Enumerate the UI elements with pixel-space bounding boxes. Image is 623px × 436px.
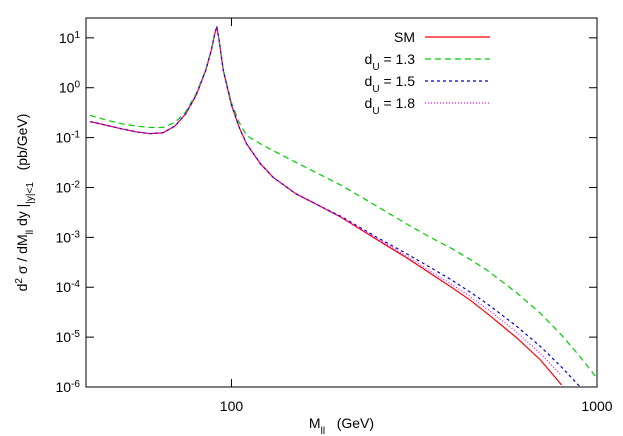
legend-label: dU = 1.3 — [365, 51, 416, 73]
text-sub: |y|<1 — [25, 182, 36, 204]
y-axis-label: d2 σ / dMll dy ||y|<1 (pb/GeV) — [14, 114, 36, 292]
y-tick-label: 101 — [59, 29, 81, 46]
text-part: = 1.5 — [380, 73, 416, 89]
legend-label: dU = 1.5 — [365, 73, 416, 95]
series-line — [89, 26, 581, 387]
text-part: 10 — [56, 329, 72, 345]
text-part: 10 — [56, 279, 72, 295]
text-part: 10 — [59, 80, 75, 96]
text-part: σ / dM — [14, 234, 30, 278]
series-line — [89, 26, 563, 386]
x-tick-label: 1000 — [581, 398, 612, 414]
series-line — [89, 26, 597, 379]
text-sup: 0 — [74, 79, 80, 90]
y-tick-label: 10-6 — [56, 379, 81, 396]
text-sup: -4 — [71, 279, 80, 290]
text-part: (pb/GeV) — [14, 114, 30, 182]
text-sup: -2 — [71, 179, 80, 190]
legend-label: dU = 1.8 — [365, 95, 416, 117]
text-part: d — [365, 95, 373, 111]
text-sub: ll — [25, 230, 36, 234]
text-sup: -1 — [71, 129, 80, 140]
text-part: d — [14, 284, 30, 292]
y-tick-label: 10-1 — [56, 129, 81, 146]
text-part: d — [365, 73, 373, 89]
text-sub: U — [372, 84, 379, 95]
text-part: (GeV) — [325, 415, 374, 431]
text-sub: U — [372, 62, 379, 73]
y-tick-label: 10-2 — [56, 179, 81, 196]
y-tick-label: 10-3 — [56, 229, 81, 246]
x-axis-label: Mll (GeV) — [309, 415, 374, 436]
text-part: 10 — [56, 229, 72, 245]
text-part: 10 — [56, 130, 72, 146]
text-part: dy | — [14, 204, 30, 230]
text-sup: -5 — [71, 329, 80, 340]
legend-label: SM — [394, 29, 415, 45]
text-part: M — [309, 415, 321, 431]
text-sup: -3 — [71, 229, 80, 240]
text-sup: 1 — [74, 29, 80, 40]
text-part: d — [365, 51, 373, 67]
text-sup: 2 — [14, 278, 25, 284]
text-sup: -6 — [71, 379, 80, 390]
y-tick-label: 10-4 — [56, 279, 81, 296]
text-part: = 1.8 — [380, 95, 416, 111]
y-tick-label: 100 — [59, 79, 81, 96]
text-part: 10 — [56, 179, 72, 195]
plot-frame — [85, 17, 598, 388]
text-sub: U — [372, 106, 379, 117]
text-sub: ll — [321, 426, 325, 436]
text-part: 10 — [59, 30, 75, 46]
text-part: 10 — [56, 379, 72, 395]
y-tick-label: 10-5 — [56, 329, 81, 346]
text-part: = 1.3 — [380, 51, 416, 67]
series-line — [89, 26, 563, 376]
x-tick-label: 100 — [220, 398, 244, 414]
